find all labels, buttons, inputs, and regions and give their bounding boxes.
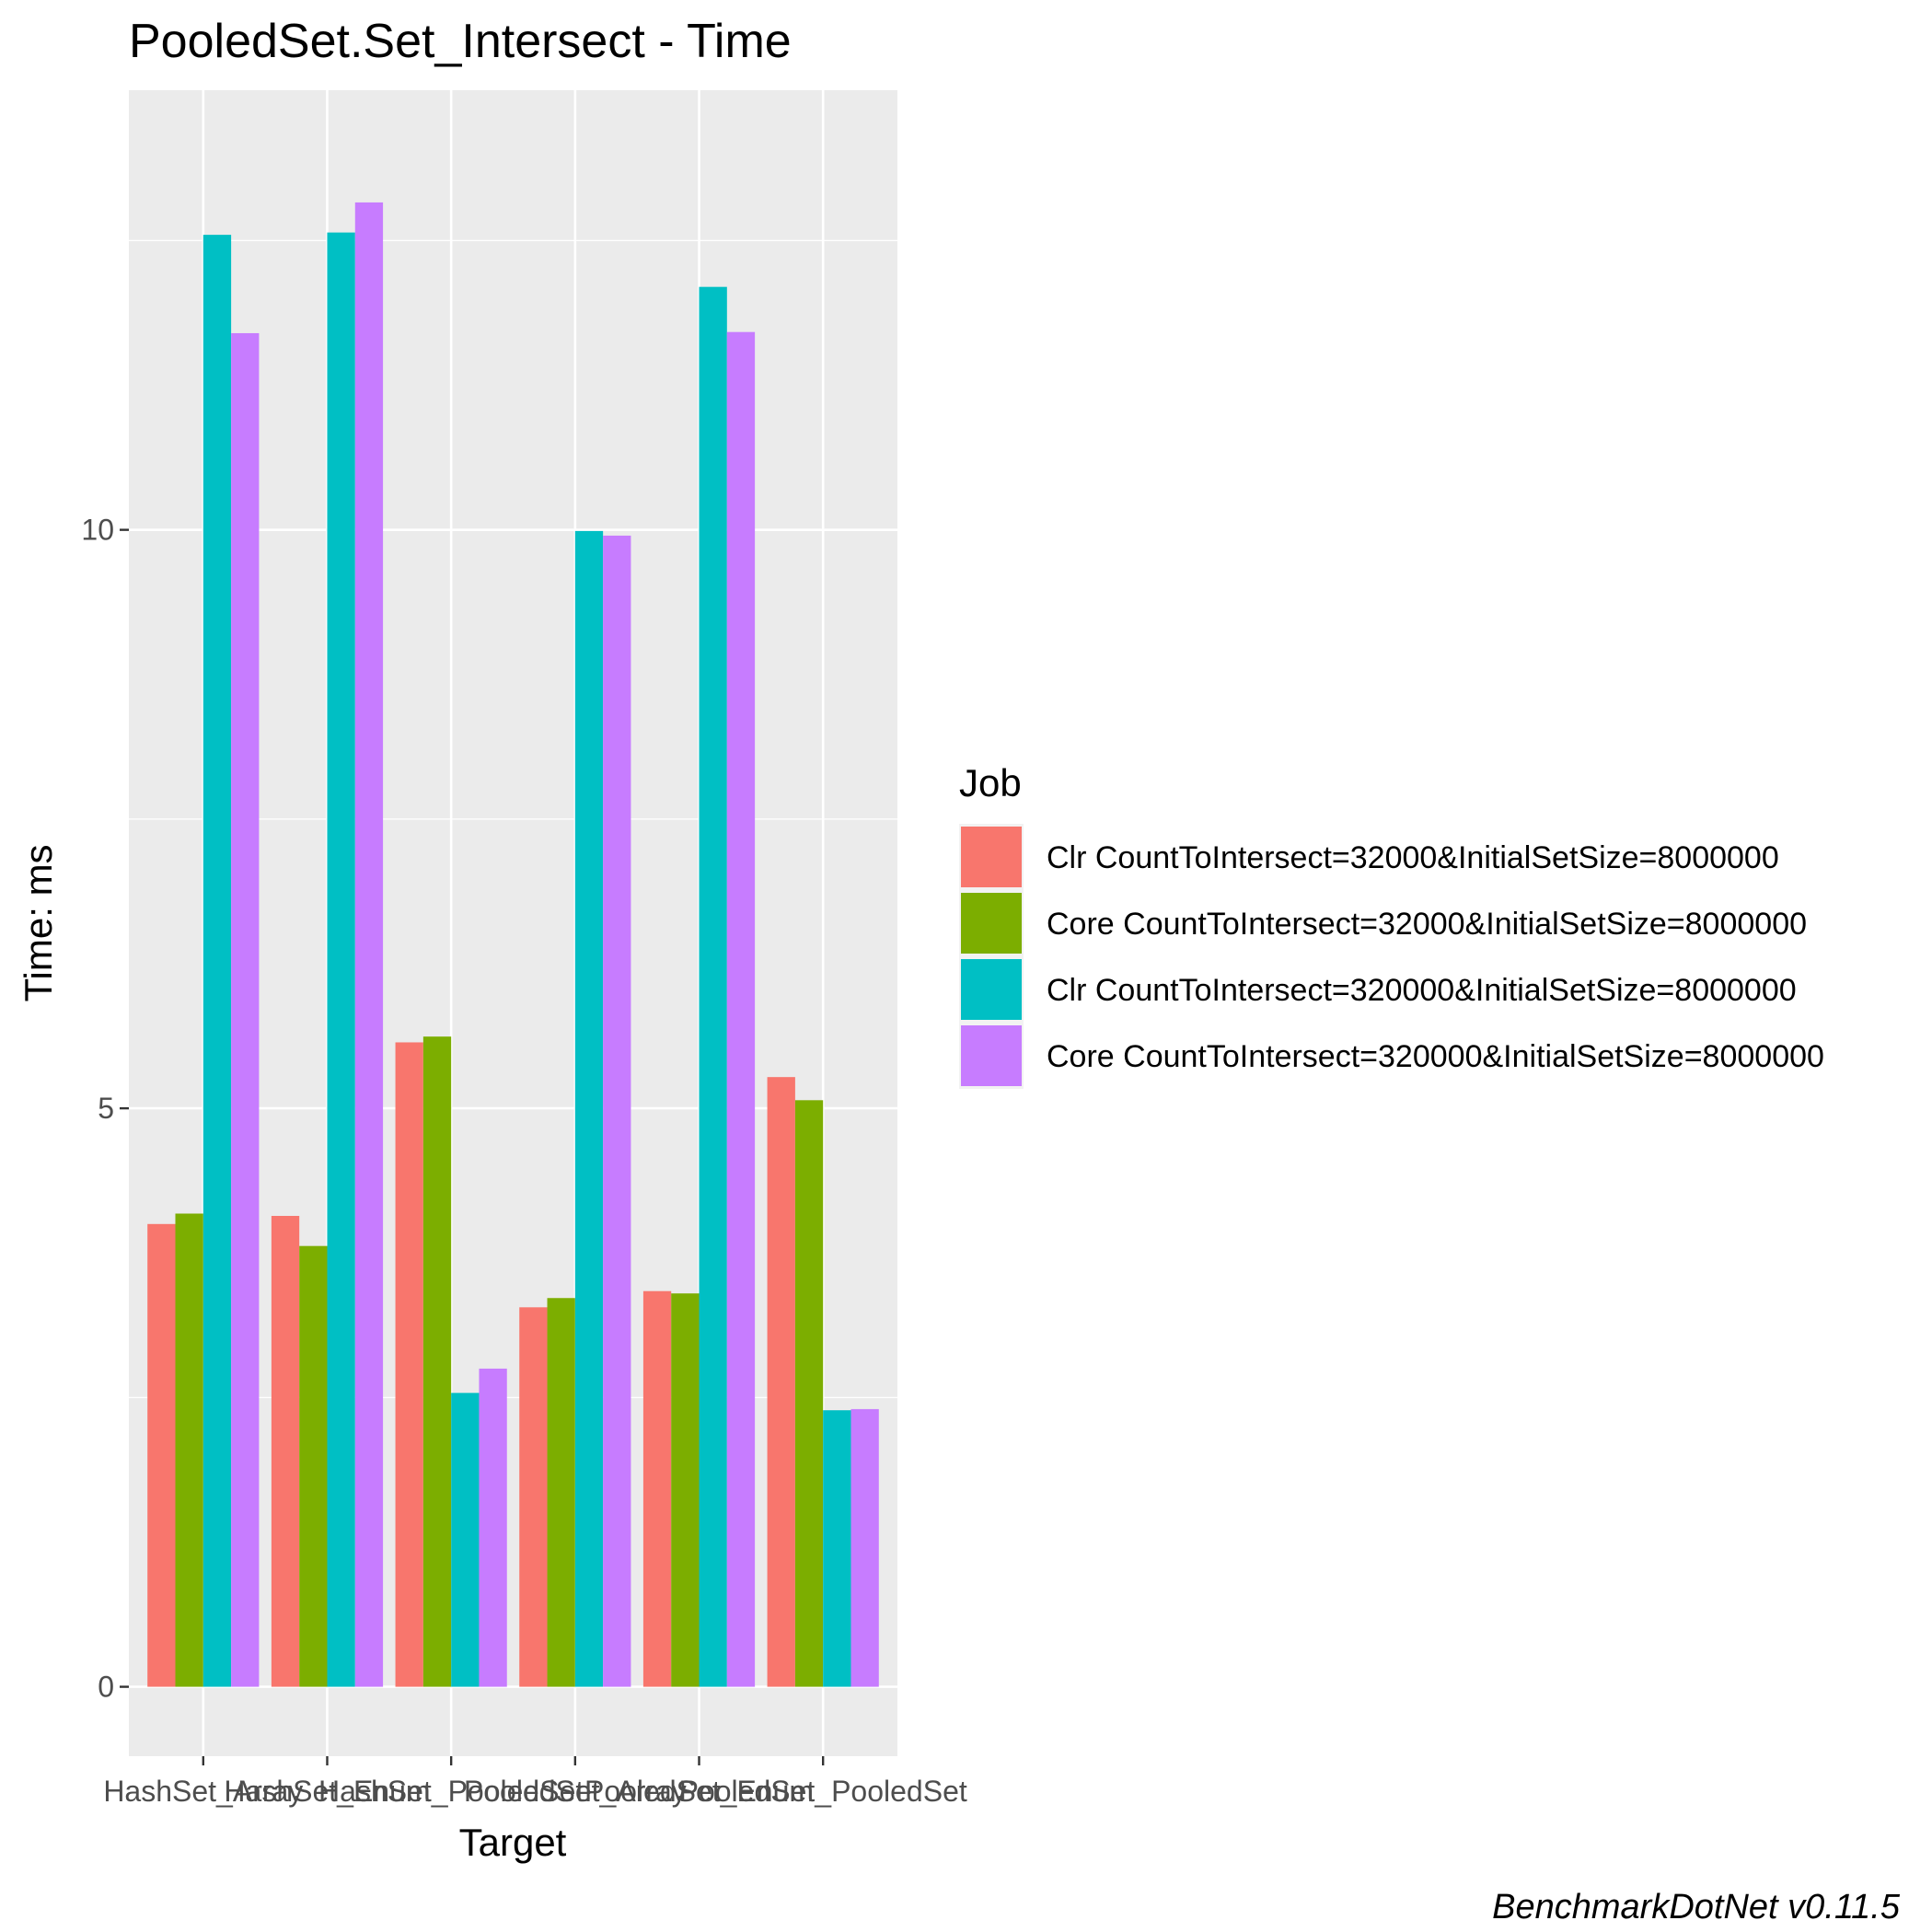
x-tick-label: PooledSet_PooledSet [679, 1775, 967, 1808]
x-tick-label: HashSet_PooledSet [318, 1775, 584, 1808]
y-tick-label: 5 [98, 1092, 114, 1125]
legend-label: Core CountToIntersect=32000&InitialSetSi… [1047, 907, 1807, 942]
bar [794, 1100, 824, 1687]
bar [327, 232, 355, 1687]
bar [354, 202, 384, 1687]
legend: Job Clr CountToIntersect=32000&InitialSet… [959, 761, 1824, 1089]
chart-title: PooledSet.Set_Intersect - Time [129, 15, 792, 68]
bar [395, 1042, 423, 1687]
x-axis-title: Target [459, 1821, 567, 1864]
bar [671, 1293, 700, 1687]
bar [823, 1410, 851, 1687]
bar [422, 1036, 452, 1687]
x-axis: HashSet_ArrayHashSet_EnumHashSet_PooledS… [103, 1756, 967, 1808]
bar [767, 1077, 795, 1687]
y-axis: 0 5 10 [81, 514, 129, 1704]
y-axis-title: Time: ms [17, 844, 60, 1001]
x-tick-label: PooledSet_Array [464, 1775, 687, 1808]
bar [574, 530, 604, 1687]
bar [175, 1213, 203, 1687]
legend-swatch [961, 893, 1022, 954]
bar [547, 1298, 575, 1687]
legend-swatch [961, 959, 1022, 1020]
x-tick-label: PooledSet_Enum [584, 1775, 814, 1808]
bar [231, 332, 260, 1687]
bar [642, 1290, 672, 1687]
legend-title: Job [959, 761, 1022, 804]
bar [699, 286, 727, 1687]
y-tick-label: 10 [81, 514, 114, 547]
y-tick-label: 0 [98, 1671, 114, 1704]
x-tick-label: HashSet_Enum [224, 1775, 430, 1808]
legend-swatch [961, 827, 1022, 887]
legend-label: Core CountToIntersect=320000&InitialSetS… [1047, 1039, 1824, 1074]
bar [726, 331, 756, 1687]
bar [202, 235, 232, 1687]
legend-label: Clr CountToIntersect=32000&InitialSetSiz… [1047, 840, 1779, 875]
caption: BenchmarkDotNet v0.11.5 [1492, 1888, 1901, 1926]
bar [271, 1216, 300, 1687]
bar [451, 1393, 480, 1687]
bar [519, 1307, 548, 1687]
bars [147, 202, 879, 1687]
bar [603, 535, 631, 1687]
bar [147, 1223, 176, 1687]
bar [299, 1245, 328, 1687]
x-tick-label: HashSet_Array [103, 1775, 303, 1808]
bar [479, 1368, 507, 1687]
legend-swatch [961, 1025, 1022, 1086]
bar [850, 1408, 879, 1687]
legend-label: Clr CountToIntersect=320000&InitialSetSi… [1047, 973, 1797, 1008]
